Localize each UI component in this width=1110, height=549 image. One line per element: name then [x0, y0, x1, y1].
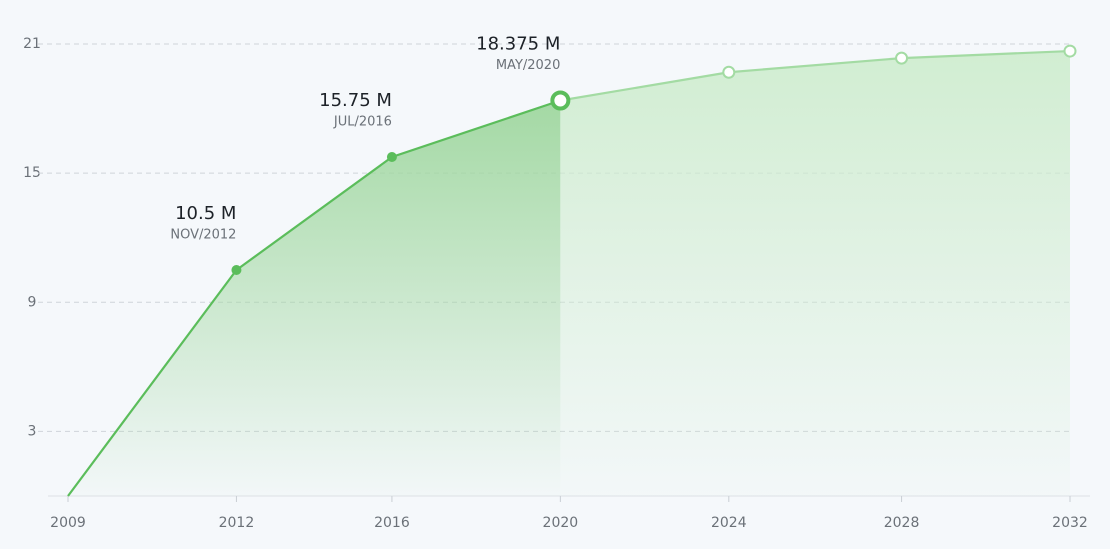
x-tick-label: 2028 — [884, 515, 920, 531]
date-label: JUL/2016 — [333, 115, 392, 130]
value-label: 18.375 M — [476, 34, 560, 55]
y-tick-label: 21 — [23, 36, 41, 52]
y-tick-label: 15 — [23, 165, 41, 181]
current-point — [550, 90, 571, 111]
labels: 10.5 M NOV/2012 15.75 M JUL/2016 18.375 M MAY… — [170, 34, 1077, 275]
y-tick-label: 9 — [28, 294, 37, 310]
x-tick-label: 2020 — [543, 515, 579, 531]
value-label: 15.75 M — [319, 90, 392, 111]
point — [386, 152, 397, 162]
point — [722, 65, 736, 79]
date-label: NOV/2012 — [170, 228, 236, 243]
x-tick-label: 2032 — [1052, 515, 1088, 531]
point — [1063, 44, 1077, 58]
x-tick-label: 2024 — [711, 515, 747, 531]
line — [560, 49, 1071, 102]
area — [560, 51, 1070, 496]
date-label: MAY/2020 — [496, 58, 561, 73]
line — [67, 99, 561, 497]
area — [68, 100, 561, 496]
lines — [67, 49, 1071, 497]
point — [231, 265, 242, 275]
x-tick-label: 2016 — [374, 515, 410, 531]
x-tick-label: 2009 — [50, 515, 86, 531]
point — [895, 51, 909, 65]
value-label: 10.5 M — [175, 203, 236, 224]
x-tick-label: 2012 — [219, 515, 255, 531]
y-tick-label: 3 — [28, 423, 37, 439]
areas — [68, 51, 1070, 496]
